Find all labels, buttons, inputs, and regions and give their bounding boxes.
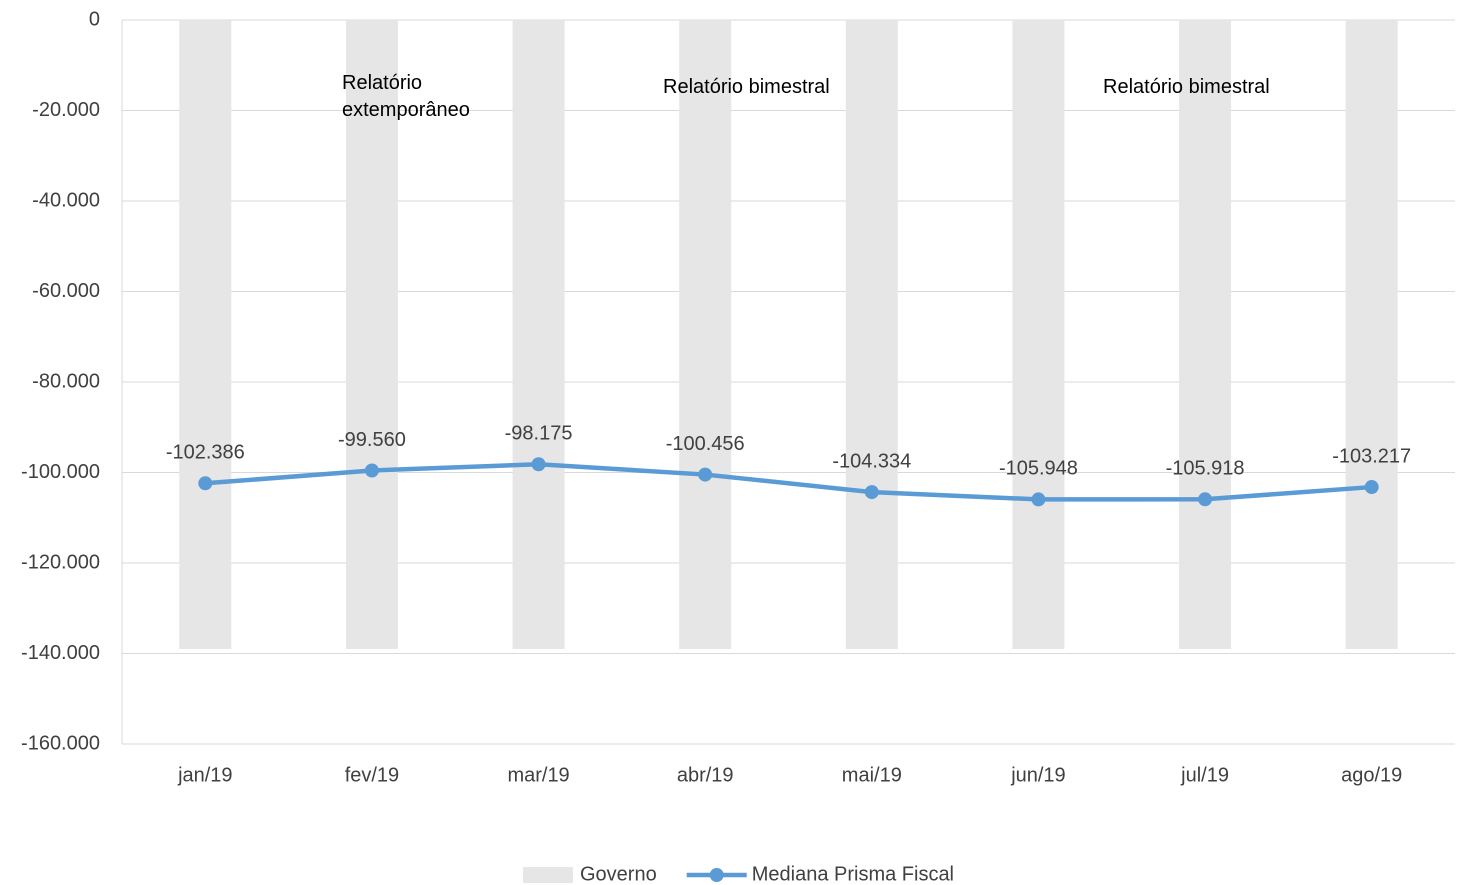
annotation: Relatório bimestral <box>663 76 830 98</box>
x-tick-label: mar/19 <box>507 764 569 786</box>
data-label: -105.918 <box>1166 458 1245 480</box>
legend-swatch <box>523 867 573 883</box>
data-label: -104.334 <box>832 450 911 472</box>
y-tick-label: -80.000 <box>32 370 100 392</box>
marker <box>1364 480 1379 495</box>
marker <box>864 485 879 500</box>
bar <box>512 20 565 649</box>
annotation: Relatório extemporâneo <box>342 72 470 121</box>
marker <box>364 463 379 478</box>
marker <box>198 476 213 491</box>
annotation: Relatório bimestral <box>1103 76 1270 98</box>
data-label: -103.217 <box>1332 445 1411 467</box>
x-tick-label: abr/19 <box>677 764 734 786</box>
y-tick-label: -100.000 <box>21 461 100 483</box>
bar <box>679 20 732 649</box>
data-label: -105.948 <box>999 458 1078 480</box>
x-tick-label: jan/19 <box>177 764 233 786</box>
x-tick-label: fev/19 <box>345 764 399 786</box>
data-label: -102.386 <box>166 442 245 464</box>
bar <box>845 20 898 649</box>
x-tick-label: ago/19 <box>1341 764 1402 786</box>
marker <box>1031 492 1046 507</box>
line <box>205 461 1372 502</box>
data-label: -98.175 <box>505 423 573 445</box>
y-tick-label: -160.000 <box>21 732 100 754</box>
bar <box>1012 20 1065 649</box>
data-label: -100.456 <box>666 433 745 455</box>
y-tick-label: -140.000 <box>21 642 100 664</box>
marker <box>698 467 713 482</box>
legend-marker <box>709 868 724 882</box>
y-tick-label: -120.000 <box>21 551 100 573</box>
y-tick-label: -20.000 <box>32 99 100 121</box>
x-tick-label: jul/19 <box>1180 764 1229 786</box>
x-tick-label: mai/19 <box>842 764 902 786</box>
y-tick-label: -40.000 <box>32 189 100 211</box>
x-tick-label: jun/19 <box>1010 764 1066 786</box>
bar <box>345 20 398 649</box>
marker <box>531 457 546 472</box>
bar <box>1179 20 1232 649</box>
bar <box>179 20 232 649</box>
marker <box>1198 492 1213 507</box>
legend-label: Governo <box>580 863 657 885</box>
legend-label: Mediana Prisma Fiscal <box>752 863 954 885</box>
data-label: -99.560 <box>338 429 406 451</box>
y-tick-label: 0 <box>89 8 100 30</box>
bar <box>1345 20 1398 649</box>
y-tick-label: -60.000 <box>32 280 100 302</box>
